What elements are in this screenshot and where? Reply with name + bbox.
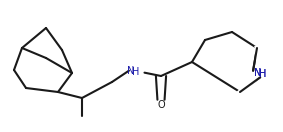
Text: N: N	[254, 68, 261, 78]
Text: N: N	[127, 66, 135, 76]
Text: H: H	[259, 69, 267, 79]
Text: O: O	[157, 100, 165, 110]
Text: N: N	[254, 68, 261, 78]
Text: H: H	[132, 67, 140, 77]
Text: H: H	[259, 69, 267, 79]
